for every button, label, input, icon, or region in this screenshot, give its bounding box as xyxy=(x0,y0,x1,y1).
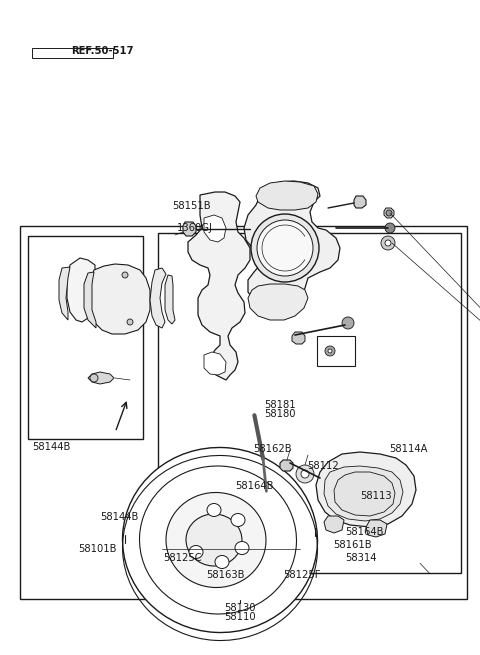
Polygon shape xyxy=(204,215,226,242)
Ellipse shape xyxy=(189,546,203,559)
Polygon shape xyxy=(165,275,175,324)
Circle shape xyxy=(385,240,391,246)
Polygon shape xyxy=(67,258,95,322)
Polygon shape xyxy=(244,181,340,308)
Text: 1360GJ: 1360GJ xyxy=(177,223,213,233)
Text: 58130: 58130 xyxy=(224,603,256,613)
Circle shape xyxy=(325,346,335,356)
Circle shape xyxy=(385,223,395,233)
Polygon shape xyxy=(354,196,366,208)
Polygon shape xyxy=(334,472,395,516)
Text: 58314: 58314 xyxy=(346,553,377,563)
Bar xyxy=(20,226,467,599)
Polygon shape xyxy=(183,222,196,236)
Polygon shape xyxy=(204,352,226,375)
Circle shape xyxy=(90,374,98,382)
Circle shape xyxy=(301,470,309,478)
Circle shape xyxy=(381,236,395,250)
Text: REF.50-517: REF.50-517 xyxy=(71,46,133,56)
Polygon shape xyxy=(88,372,114,384)
Text: 58151B: 58151B xyxy=(172,201,210,212)
Polygon shape xyxy=(150,268,166,328)
Ellipse shape xyxy=(235,542,249,555)
Text: 58144B: 58144B xyxy=(100,512,138,523)
Ellipse shape xyxy=(166,493,266,588)
Text: 58162B: 58162B xyxy=(253,444,292,455)
Polygon shape xyxy=(366,520,387,537)
Text: 58180: 58180 xyxy=(264,409,296,419)
Polygon shape xyxy=(384,208,394,218)
Circle shape xyxy=(342,317,354,329)
Polygon shape xyxy=(256,181,318,210)
Text: 58125C: 58125C xyxy=(163,553,202,563)
Polygon shape xyxy=(324,466,403,521)
Circle shape xyxy=(328,349,332,353)
Polygon shape xyxy=(324,516,344,533)
Ellipse shape xyxy=(215,555,229,569)
Bar xyxy=(158,233,461,573)
Text: 58101B: 58101B xyxy=(78,544,116,554)
Polygon shape xyxy=(90,264,150,334)
Circle shape xyxy=(386,210,392,216)
Ellipse shape xyxy=(140,466,297,614)
Text: 58181: 58181 xyxy=(264,400,296,410)
Text: 58113: 58113 xyxy=(360,491,392,502)
Ellipse shape xyxy=(186,514,242,566)
Ellipse shape xyxy=(257,220,313,276)
Polygon shape xyxy=(280,460,293,471)
Circle shape xyxy=(122,272,128,278)
Text: 58144B: 58144B xyxy=(33,441,71,452)
Ellipse shape xyxy=(231,514,245,527)
Text: 58114A: 58114A xyxy=(389,444,427,455)
Text: 58164B: 58164B xyxy=(346,527,384,537)
Bar xyxy=(32,48,113,58)
Polygon shape xyxy=(316,452,416,527)
Polygon shape xyxy=(292,332,305,344)
Polygon shape xyxy=(188,192,250,380)
Bar xyxy=(317,336,355,366)
Bar xyxy=(28,236,143,439)
Polygon shape xyxy=(59,267,70,320)
Text: 58112: 58112 xyxy=(307,461,339,472)
Ellipse shape xyxy=(251,214,319,282)
Circle shape xyxy=(127,319,133,325)
Text: 58161B: 58161B xyxy=(334,540,372,550)
Polygon shape xyxy=(84,272,96,328)
Text: 58125F: 58125F xyxy=(283,570,321,580)
Text: 58164B: 58164B xyxy=(235,481,274,491)
Text: 58163B: 58163B xyxy=(206,570,245,580)
Ellipse shape xyxy=(122,447,317,633)
Circle shape xyxy=(296,465,314,483)
Ellipse shape xyxy=(207,504,221,517)
Polygon shape xyxy=(248,284,308,320)
Text: 58110: 58110 xyxy=(224,612,256,622)
